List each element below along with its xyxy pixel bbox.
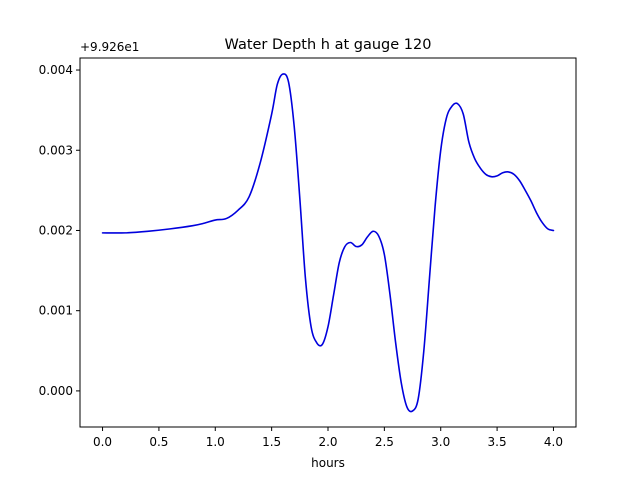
x-axis-label: hours (311, 456, 345, 470)
y-tick-label: 0.003 (39, 143, 73, 157)
y-tick-label: 0.004 (39, 63, 73, 77)
series-line-0 (101, 73, 555, 413)
y-axis: 0.000 0.001 0.002 0.003 0.004 (39, 63, 80, 398)
x-tick-label: 1.5 (262, 435, 281, 449)
x-tick-label: 3.0 (431, 435, 450, 449)
plot-area-frame (79, 57, 577, 428)
x-axis: 0.0 0.5 1.0 1.5 2.0 2.5 3.0 3.5 4.0 (93, 427, 563, 449)
x-tick-label: 0.0 (93, 435, 112, 449)
series-line-group (101, 73, 555, 413)
x-tick-label: 2.5 (375, 435, 394, 449)
x-tick-label: 1.0 (206, 435, 225, 449)
y-tick-label: 0.001 (39, 304, 73, 318)
x-tick-label: 2.0 (318, 435, 337, 449)
x-tick-label: 4.0 (544, 435, 563, 449)
y-tick-label: 0.002 (39, 223, 73, 237)
y-axis-offset-label: +9.926e1 (80, 40, 139, 54)
x-tick-label: 0.5 (149, 435, 168, 449)
chart-title: Water Depth h at gauge 120 (225, 37, 432, 53)
y-tick-label: 0.000 (39, 384, 73, 398)
x-tick-label: 3.5 (488, 435, 507, 449)
